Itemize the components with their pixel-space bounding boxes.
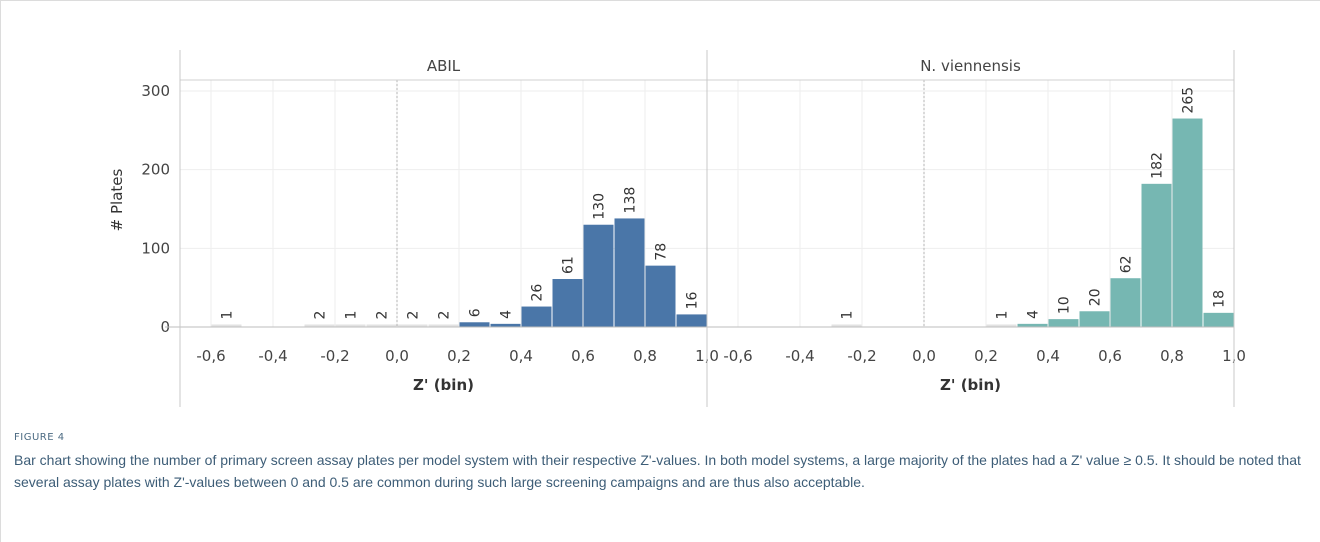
panel-title: ABIL [427,57,461,75]
panel-title: N. viennensis [920,57,1021,75]
histogram-bar [1141,183,1172,327]
histogram-bar [459,322,490,327]
bar-value-label: 265 [1181,87,1197,114]
x-tick-label: 0,8 [1160,347,1184,365]
x-tick-label: 0,6 [1098,347,1122,365]
y-tick-label: 300 [141,82,170,100]
histogram-bar [1017,323,1048,327]
x-tick-label: 0,8 [633,347,657,365]
x-tick-label: 0,4 [1036,347,1060,365]
x-tick-label: -0,2 [320,347,349,365]
x-tick-label: -0,4 [258,347,287,365]
bar-value-label: 16 [685,292,701,310]
histogram-bar [521,306,552,327]
y-tick-label: 100 [141,239,170,257]
figure-caption: Bar chart showing the number of primary … [14,452,1301,490]
histogram-bar [831,324,862,327]
bar-value-label: 2 [313,311,329,320]
bar-value-label: 2 [437,311,453,320]
x-tick-label: -0,2 [847,347,876,365]
bar-value-label: 2 [406,311,422,320]
x-axis-title: Z' (bin) [413,376,474,394]
bar-value-label: 1 [840,311,856,320]
x-tick-label: -0,4 [785,347,814,365]
bar-value-label: 130 [592,193,608,220]
histogram-bar [397,324,428,327]
histogram-bar [428,324,459,327]
histogram-bar [1048,319,1079,327]
x-tick-label: 0,6 [571,347,595,365]
histogram-bar [304,324,335,327]
histogram-bar [211,324,242,327]
bar-value-label: 1 [344,311,360,320]
bar-value-label: 10 [1057,296,1073,314]
histogram-bar [614,218,645,327]
histogram-bar [583,224,614,327]
x-tick-label: 0,2 [974,347,998,365]
histogram-bar [1172,118,1203,328]
histogram-bar [335,324,366,327]
histogram-bar [645,265,676,327]
x-tick-label: -0,6 [196,347,225,365]
bar-value-label: 62 [1119,255,1135,273]
figure-label: FIGURE 4 [14,432,65,443]
bar-value-label: 20 [1088,288,1104,306]
bar-value-label: 61 [561,256,577,274]
bar-value-label: 78 [654,243,670,261]
histogram-bar [1110,278,1141,327]
bar-value-label: 4 [1026,310,1042,319]
bar-value-label: 1 [995,311,1011,320]
histogram-bar [986,324,1017,327]
bar-value-label: 4 [499,310,515,319]
x-axis-title: Z' (bin) [940,376,1001,394]
x-tick-label: 0,0 [385,347,409,365]
bar-value-label: 182 [1150,152,1166,179]
bar-value-label: 18 [1212,290,1228,308]
x-tick-label: 0,2 [447,347,471,365]
histogram-bar [676,314,707,327]
x-tick-label: 0,4 [509,347,533,365]
histogram-bar [552,279,583,327]
bar-value-label: 138 [623,187,639,214]
bar-value-label: 2 [375,311,391,320]
y-tick-label: 200 [141,161,170,179]
bar-value-label: 1 [220,311,236,320]
bar-value-label: 6 [468,308,484,317]
histogram-bar [1079,311,1110,327]
histogram-bar [490,323,521,327]
y-axis-title: # Plates [108,168,126,231]
histogram-bar [366,324,397,327]
x-tick-label: 0,0 [912,347,936,365]
histogram-bar [1203,312,1234,327]
bar-value-label: 26 [530,284,546,302]
x-tick-label: -0,6 [723,347,752,365]
